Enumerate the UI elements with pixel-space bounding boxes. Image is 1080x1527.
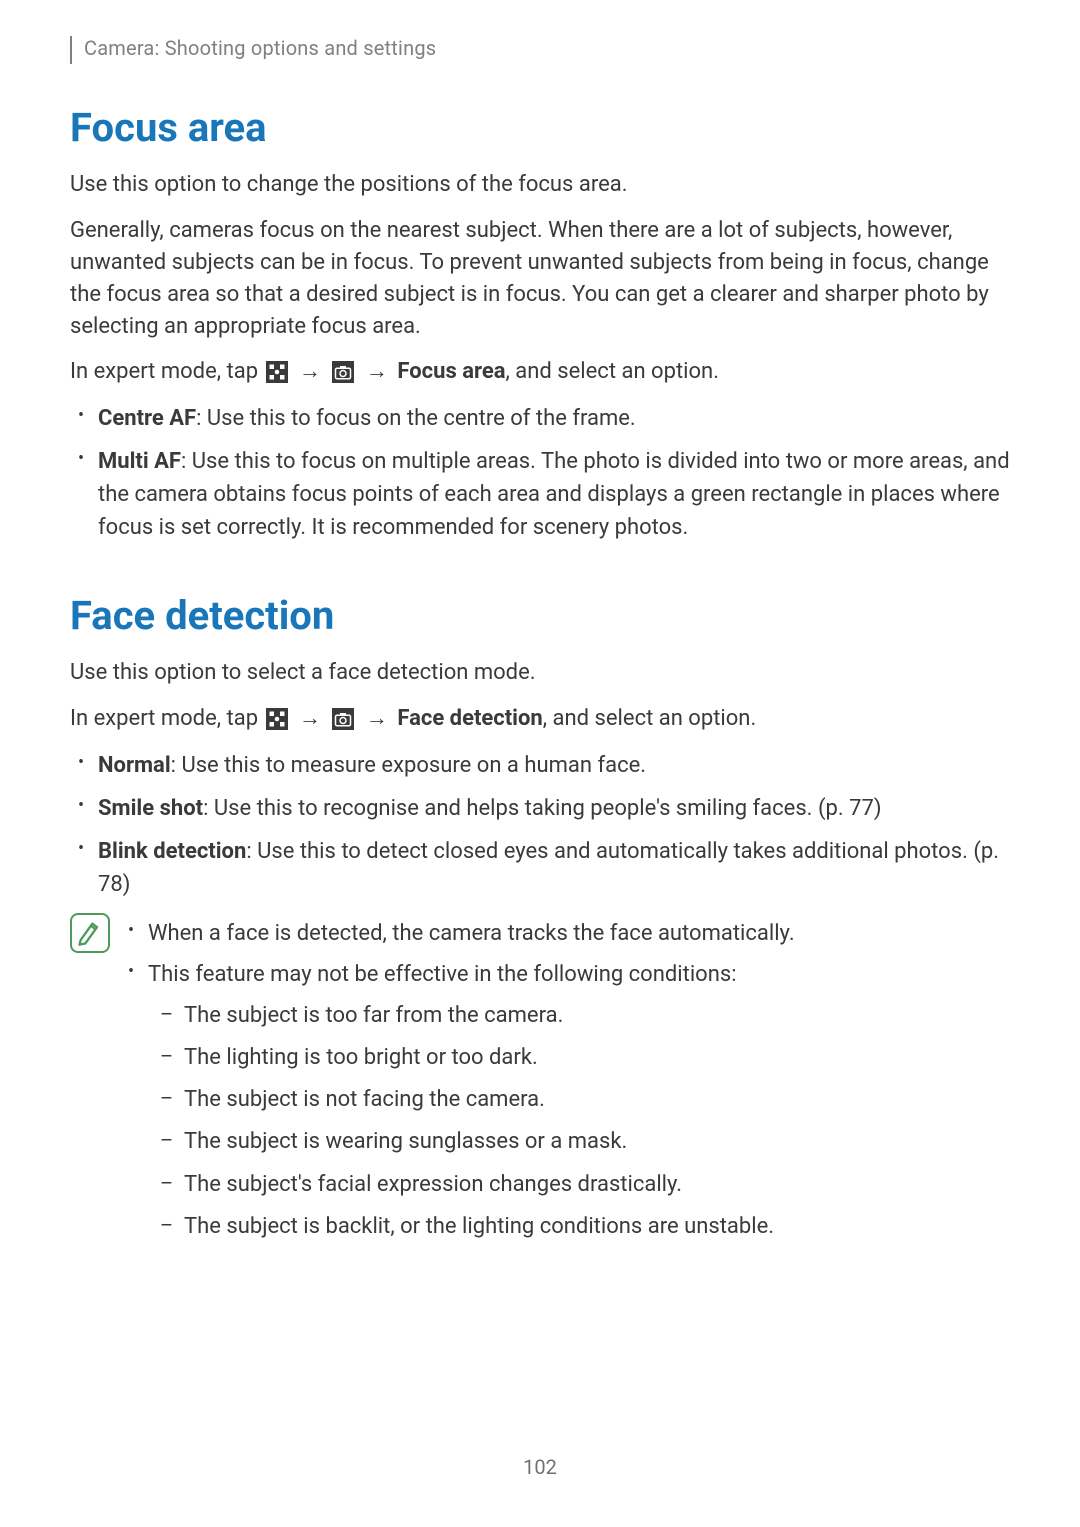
note-bullet-list: When a face is detected, the camera trac… — [128, 917, 1010, 991]
option-blink-detection: Blink detection — [98, 839, 246, 864]
condition-item: The subject is too far from the camera. — [184, 999, 1010, 1033]
settings-icon — [266, 708, 288, 730]
conditions-list: The subject is too far from the camera. … — [128, 999, 1010, 1244]
focus-area-intro-1: Use this option to change the positions … — [70, 169, 1010, 201]
list-item: Blink detection: Use this to detect clos… — [98, 835, 1010, 901]
note-item-tracking: When a face is detected, the camera trac… — [148, 917, 1010, 950]
option-normal: Normal — [98, 753, 171, 778]
condition-item: The subject is backlit, or the lighting … — [184, 1210, 1010, 1244]
instruction-suffix: , and select an option. — [543, 706, 757, 731]
arrow-icon: → — [366, 706, 388, 731]
section-title-focus-area: Focus area — [70, 104, 1010, 151]
camera-icon — [332, 708, 354, 730]
note-item-conditions: This feature may not be effective in the… — [148, 958, 1010, 991]
instruction-prefix: In expert mode, tap — [70, 706, 264, 731]
page-header: Camera: Shooting options and settings — [70, 36, 1010, 64]
option-centre-af-desc: : Use this to focus on the centre of the… — [196, 406, 636, 431]
option-normal-desc: : Use this to measure exposure on a huma… — [171, 753, 646, 778]
breadcrumb: Camera: Shooting options and settings — [84, 36, 436, 60]
condition-item: The subject's facial expression changes … — [184, 1168, 1010, 1202]
note-icon — [70, 913, 110, 953]
note-content: When a face is detected, the camera trac… — [128, 911, 1010, 1252]
instruction-suffix: , and select an option. — [506, 359, 720, 384]
focus-area-intro-2: Generally, cameras focus on the nearest … — [70, 215, 1010, 343]
arrow-icon: → — [366, 359, 388, 384]
option-smile-shot-desc: : Use this to recognise and helps taking… — [203, 796, 881, 821]
settings-icon — [266, 361, 288, 383]
note-block: When a face is detected, the camera trac… — [70, 911, 1010, 1252]
face-detection-options-list: Normal: Use this to measure exposure on … — [70, 749, 1010, 901]
instruction-prefix: In expert mode, tap — [70, 359, 264, 384]
option-smile-shot: Smile shot — [98, 796, 203, 821]
arrow-icon: → — [299, 359, 321, 384]
list-item: Smile shot: Use this to recognise and he… — [98, 792, 1010, 825]
focus-area-instruction: In expert mode, tap → → Focus area, and … — [70, 356, 1010, 388]
focus-area-options-list: Centre AF: Use this to focus on the cent… — [70, 402, 1010, 544]
option-centre-af: Centre AF — [98, 406, 196, 431]
section-title-face-detection: Face detection — [70, 592, 1010, 639]
face-detection-label: Face detection — [397, 706, 542, 731]
page-number: 102 — [0, 1455, 1080, 1479]
list-item: Multi AF: Use this to focus on multiple … — [98, 445, 1010, 544]
condition-item: The subject is wearing sunglasses or a m… — [184, 1125, 1010, 1159]
face-detection-instruction: In expert mode, tap → → Face detection, … — [70, 703, 1010, 735]
page-container: Camera: Shooting options and settings Fo… — [0, 0, 1080, 1252]
face-detection-intro: Use this option to select a face detecti… — [70, 657, 1010, 689]
list-item: Normal: Use this to measure exposure on … — [98, 749, 1010, 782]
focus-area-label: Focus area — [397, 359, 505, 384]
arrow-icon: → — [299, 706, 321, 731]
header-divider — [70, 0, 72, 64]
condition-item: The subject is not facing the camera. — [184, 1083, 1010, 1117]
camera-icon — [332, 361, 354, 383]
option-multi-af: Multi AF — [98, 449, 181, 474]
condition-item: The lighting is too bright or too dark. — [184, 1041, 1010, 1075]
list-item: Centre AF: Use this to focus on the cent… — [98, 402, 1010, 435]
option-multi-af-desc: : Use this to focus on multiple areas. T… — [98, 449, 1010, 540]
